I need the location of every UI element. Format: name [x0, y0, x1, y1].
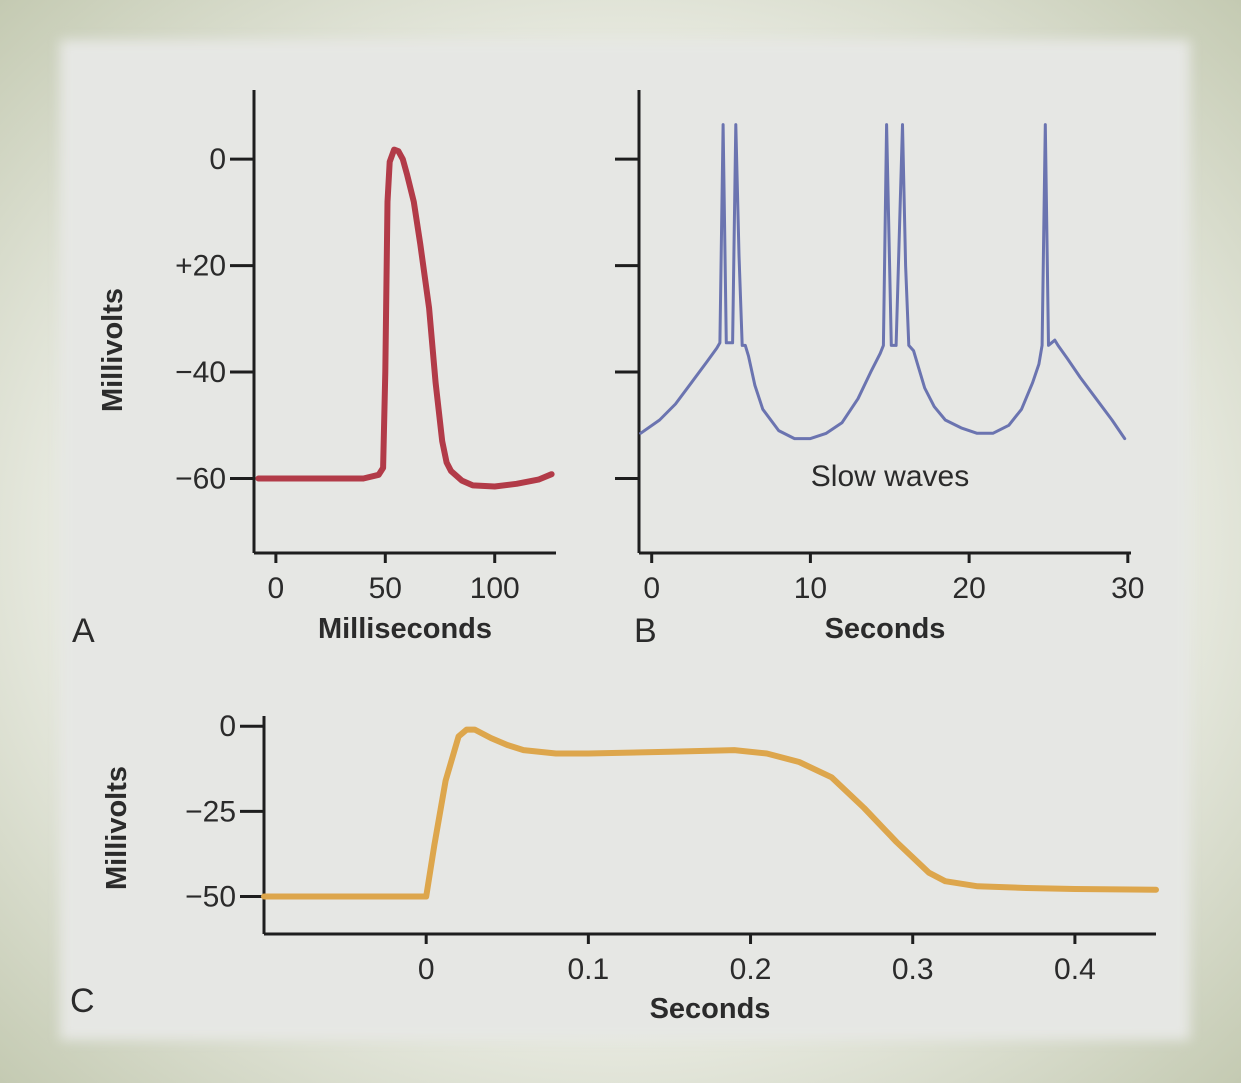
y-axis-title: Millivolts — [97, 288, 129, 412]
panel-a: 0 +20 −40 −60 0 50 100 Milliseconds Millivolts A — [72, 90, 556, 650]
y-axis-title: Millivolts — [101, 766, 133, 890]
y-tick-label: −25 — [185, 795, 236, 828]
panel-letter: C — [70, 982, 95, 1020]
y-tick-label: −50 — [185, 881, 236, 914]
y-tick-label: 0 — [209, 143, 226, 176]
x-axis-title: Milliseconds — [318, 613, 492, 645]
x-axis-title: Seconds — [650, 993, 771, 1025]
x-tick-label: 30 — [1111, 572, 1144, 605]
series-line — [261, 726, 1159, 900]
series-line — [639, 123, 1127, 441]
x-tick-label: 20 — [952, 572, 985, 605]
y-tick-label: +20 — [175, 250, 226, 283]
panel-c: 0 −25 −50 0 0.1 0.2 0.3 0.4 Seconds Millivolts C — [70, 710, 1159, 1025]
x-tick-label: 0.1 — [568, 953, 610, 986]
x-tick-label: 0.4 — [1054, 953, 1096, 986]
x-tick-label: 0 — [643, 572, 660, 605]
x-tick-label: 0 — [268, 572, 285, 605]
y-tick-label: −40 — [175, 356, 226, 389]
x-axis-title: Seconds — [825, 613, 946, 645]
x-tick-label: 0.3 — [892, 953, 934, 986]
x-tick-label: 50 — [369, 572, 402, 605]
y-tick-label: −60 — [175, 462, 226, 495]
panel-letter: B — [634, 612, 657, 650]
panel-b: 0 10 20 30 Seconds B Slow waves — [615, 90, 1145, 650]
y-tick-label: 0 — [219, 710, 236, 743]
x-tick-label: 0 — [418, 953, 435, 986]
x-tick-label: 0.2 — [730, 953, 772, 986]
series-line — [255, 146, 555, 490]
panel-letter: A — [72, 612, 95, 650]
x-tick-label: 10 — [794, 572, 827, 605]
figure-background — [60, 40, 1190, 1040]
annotation-slow-waves: Slow waves — [811, 460, 969, 493]
x-tick-label: 100 — [470, 572, 520, 605]
